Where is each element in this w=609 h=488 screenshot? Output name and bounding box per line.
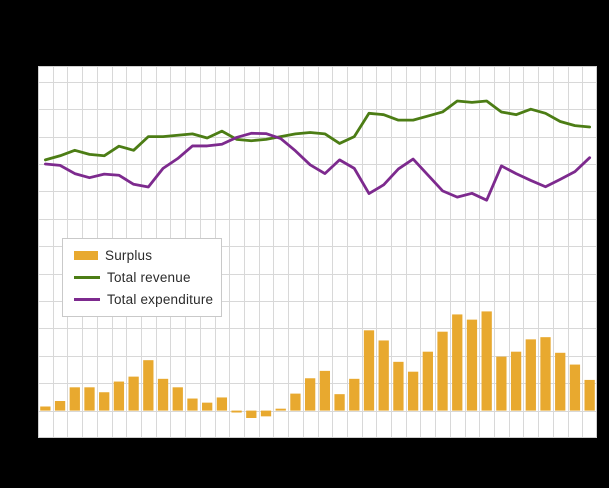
surplus-bar (584, 379, 595, 411)
surplus-bar (422, 351, 433, 411)
surplus-bar (40, 406, 51, 411)
surplus-bar (304, 378, 316, 411)
surplus-bar (437, 331, 448, 411)
surplus-bar (54, 401, 66, 411)
surplus-bar (69, 387, 80, 411)
surplus-bar (128, 376, 139, 411)
surplus-bar (496, 356, 507, 411)
revenue-line (43, 99, 592, 162)
surplus-bar (172, 387, 183, 411)
surplus-bar (84, 387, 95, 411)
surplus-bar (157, 378, 169, 411)
surplus-bar (246, 410, 257, 418)
surplus-bar (481, 311, 492, 411)
surplus-bar (569, 364, 581, 411)
legend-item-surplus: Surplus (74, 248, 215, 263)
surplus-bar (187, 398, 198, 411)
expenditure-swatch-icon (74, 298, 100, 302)
expenditure-line (43, 131, 592, 202)
surplus-bar (319, 370, 331, 411)
surplus-bar (231, 410, 242, 413)
surplus-swatch-icon (74, 250, 98, 260)
surplus-bar (275, 408, 286, 411)
revenue-swatch-icon (74, 275, 100, 279)
surplus-bar (525, 339, 536, 411)
surplus-bar (260, 410, 272, 417)
surplus-bar (334, 394, 345, 411)
surplus-bar (202, 402, 213, 411)
surplus-bar (452, 314, 463, 411)
legend-label-surplus: Surplus (105, 247, 153, 263)
surplus-bar (99, 392, 110, 411)
surplus-bar (290, 393, 301, 411)
surplus-bar (143, 360, 154, 411)
legend-label-total-revenue: Total revenue (107, 269, 191, 285)
surplus-bar (555, 352, 566, 411)
legend: Surplus Total revenue Total expenditure (62, 238, 222, 317)
surplus-bar (363, 330, 375, 411)
legend-item-total-expenditure: Total expenditure (74, 292, 215, 307)
surplus-bar (540, 337, 551, 411)
surplus-bar (466, 319, 478, 411)
surplus-bar (407, 371, 419, 411)
legend-label-total-expenditure: Total expenditure (107, 292, 214, 308)
plot-border (38, 66, 597, 438)
surplus-bars (40, 311, 595, 418)
surplus-bar (510, 351, 522, 411)
surplus-bar (216, 397, 228, 411)
legend-item-total-revenue: Total revenue (74, 270, 215, 285)
surplus-bar (113, 381, 125, 411)
surplus-bar (349, 378, 360, 411)
surplus-bar (378, 340, 389, 411)
surplus-bar (393, 361, 404, 411)
